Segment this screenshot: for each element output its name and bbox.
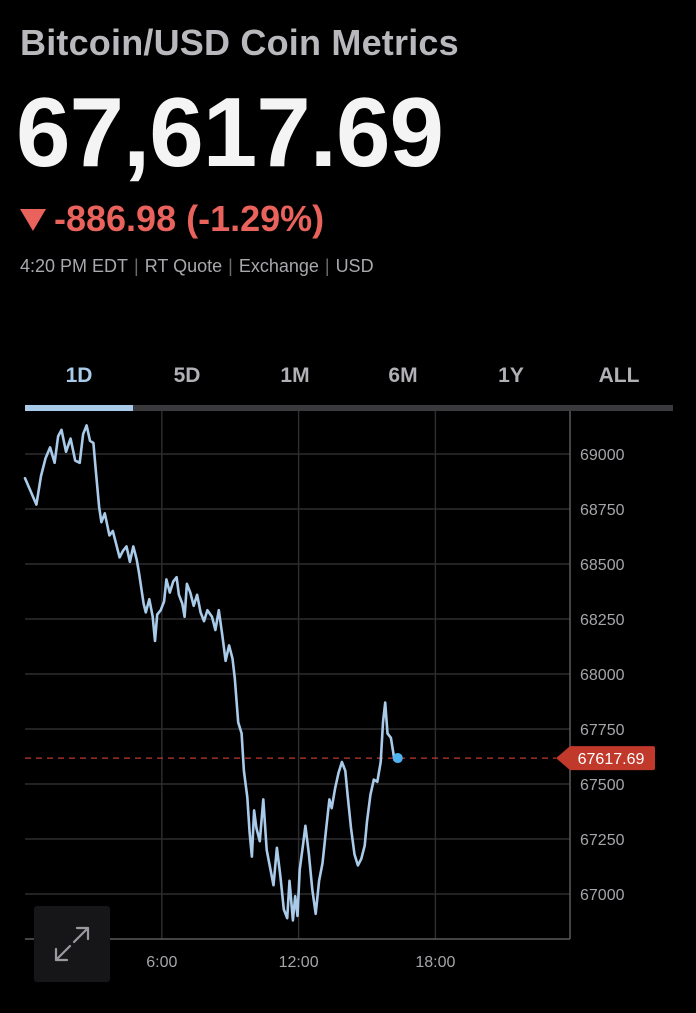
quote-meta: 4:20 PM EDT | RT Quote | Exchange | USD [20, 256, 374, 277]
quote-type: RT Quote [144, 256, 223, 276]
down-triangle-icon [20, 209, 46, 231]
tab-track [25, 405, 673, 411]
tab-5d[interactable]: 5D [173, 364, 201, 387]
quote-source: Exchange [238, 256, 319, 276]
y-tick-label: 67250 [580, 832, 625, 849]
y-tick-label: 67500 [580, 777, 625, 794]
x-tick-label: 12:00 [279, 954, 319, 971]
meta-separator: | [134, 256, 139, 276]
expand-chart-button[interactable] [34, 906, 110, 982]
y-tick-label: 69000 [580, 447, 625, 464]
last-price-tag [556, 746, 655, 771]
x-tick-label: 6:00 [146, 954, 177, 971]
quote-time: 4:20 PM EDT [20, 256, 129, 276]
y-tick-label: 68000 [580, 667, 625, 684]
y-tick-label: 67750 [580, 722, 625, 739]
instrument-title: Bitcoin/USD Coin Metrics [20, 22, 459, 63]
tab-all[interactable]: ALL [598, 364, 640, 387]
last-price-tag-label: 67617.69 [578, 751, 645, 768]
range-tabs: 1D 5D 1M 6M 1Y ALL [25, 364, 673, 394]
tab-6m[interactable]: 6M [388, 364, 418, 387]
meta-separator: | [228, 256, 233, 276]
y-tick-label: 68750 [580, 502, 625, 519]
y-tick-label: 68250 [580, 612, 625, 629]
price-change-value: -886.98 (-1.29%) [54, 198, 325, 239]
meta-separator: | [324, 256, 330, 276]
price-series-line [23, 424, 400, 922]
active-tab-indicator [25, 405, 133, 411]
last-price: 67,617.69 [16, 77, 444, 187]
expand-arrows-icon [54, 926, 90, 962]
quote-currency: USD [335, 256, 374, 276]
tab-1d[interactable]: 1D [65, 364, 93, 387]
tab-1m[interactable]: 1M [280, 364, 310, 387]
x-tick-label: 18:00 [415, 954, 455, 971]
last-price-dot [392, 753, 403, 764]
y-tick-label: 68500 [580, 557, 625, 574]
y-tick-label: 67000 [580, 887, 625, 904]
price-change: -886.98 (-1.29%) [20, 198, 324, 240]
tab-1y[interactable]: 1Y [498, 364, 524, 387]
